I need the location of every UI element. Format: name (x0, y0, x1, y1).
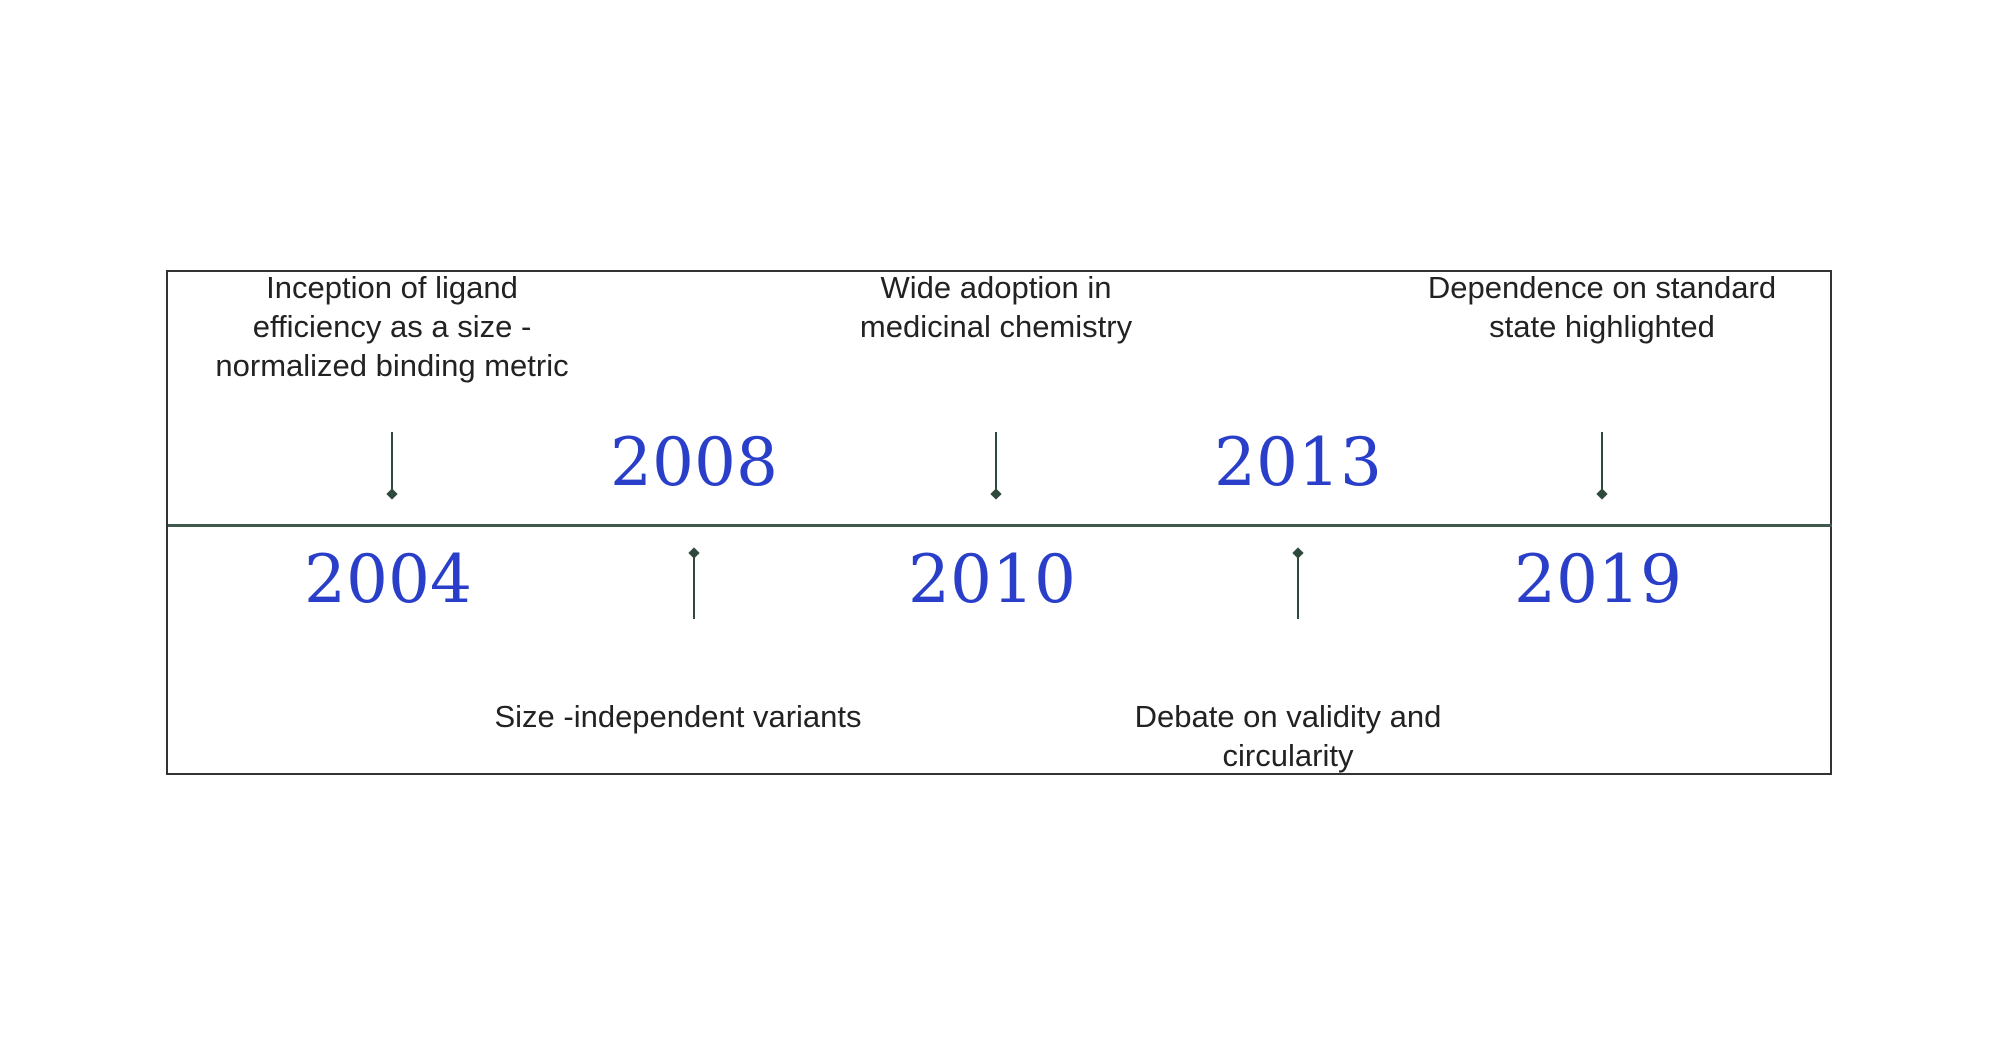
event-year: 2004 (304, 541, 472, 618)
event-year: 2010 (908, 541, 1076, 618)
event-label: Wide adoption in medicinal chemistry (859, 270, 1133, 344)
event-label: Inception of ligand efficiency as a size… (215, 270, 569, 383)
arrow-down-icon (995, 432, 997, 494)
arrow-up-icon (1297, 553, 1299, 619)
event-year: 2008 (610, 424, 778, 501)
arrow-down-icon (391, 432, 393, 494)
arrow-up-icon (693, 553, 695, 619)
event-year: 2019 (1514, 541, 1682, 618)
event-label: Size -independent variants (494, 699, 862, 734)
event-year: 2013 (1214, 424, 1382, 501)
timeline-frame (166, 270, 1832, 775)
arrow-down-icon (1601, 432, 1603, 494)
event-label: Debate on validity and circularity (1134, 699, 1442, 773)
timeline-axis (168, 524, 1832, 527)
event-label: Dependence on standard state highlighted (1427, 270, 1777, 344)
